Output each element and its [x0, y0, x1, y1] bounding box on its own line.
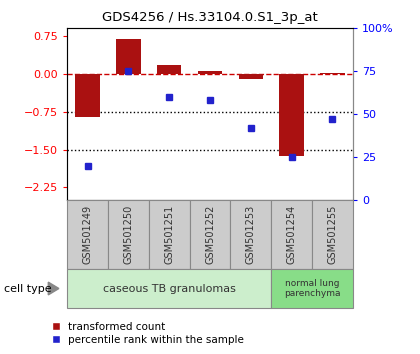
- Bar: [271, 200, 312, 269]
- Bar: [198, 71, 222, 74]
- Bar: [320, 73, 345, 74]
- Bar: [189, 200, 231, 269]
- Polygon shape: [48, 282, 59, 295]
- Text: GSM501253: GSM501253: [246, 205, 256, 264]
- Bar: [312, 200, 353, 269]
- Text: GSM501250: GSM501250: [123, 205, 134, 264]
- Text: normal lung
parenchyma: normal lung parenchyma: [284, 279, 340, 298]
- Legend: transformed count, percentile rank within the sample: transformed count, percentile rank withi…: [47, 317, 248, 349]
- Text: GSM501252: GSM501252: [205, 205, 215, 264]
- Bar: [116, 39, 141, 74]
- Bar: [67, 269, 271, 308]
- Bar: [75, 74, 100, 117]
- Bar: [239, 74, 263, 79]
- Bar: [271, 269, 353, 308]
- Bar: [279, 74, 304, 156]
- Text: GSM501251: GSM501251: [164, 205, 174, 264]
- Bar: [149, 200, 189, 269]
- Bar: [67, 200, 108, 269]
- Text: GSM501249: GSM501249: [83, 205, 92, 264]
- Text: GSM501254: GSM501254: [286, 205, 297, 264]
- Bar: [231, 200, 271, 269]
- Title: GDS4256 / Hs.33104.0.S1_3p_at: GDS4256 / Hs.33104.0.S1_3p_at: [102, 11, 318, 24]
- Text: caseous TB granulomas: caseous TB granulomas: [103, 284, 236, 293]
- Text: GSM501255: GSM501255: [328, 205, 337, 264]
- Text: cell type: cell type: [4, 284, 52, 293]
- Bar: [108, 200, 149, 269]
- Bar: [157, 65, 181, 74]
